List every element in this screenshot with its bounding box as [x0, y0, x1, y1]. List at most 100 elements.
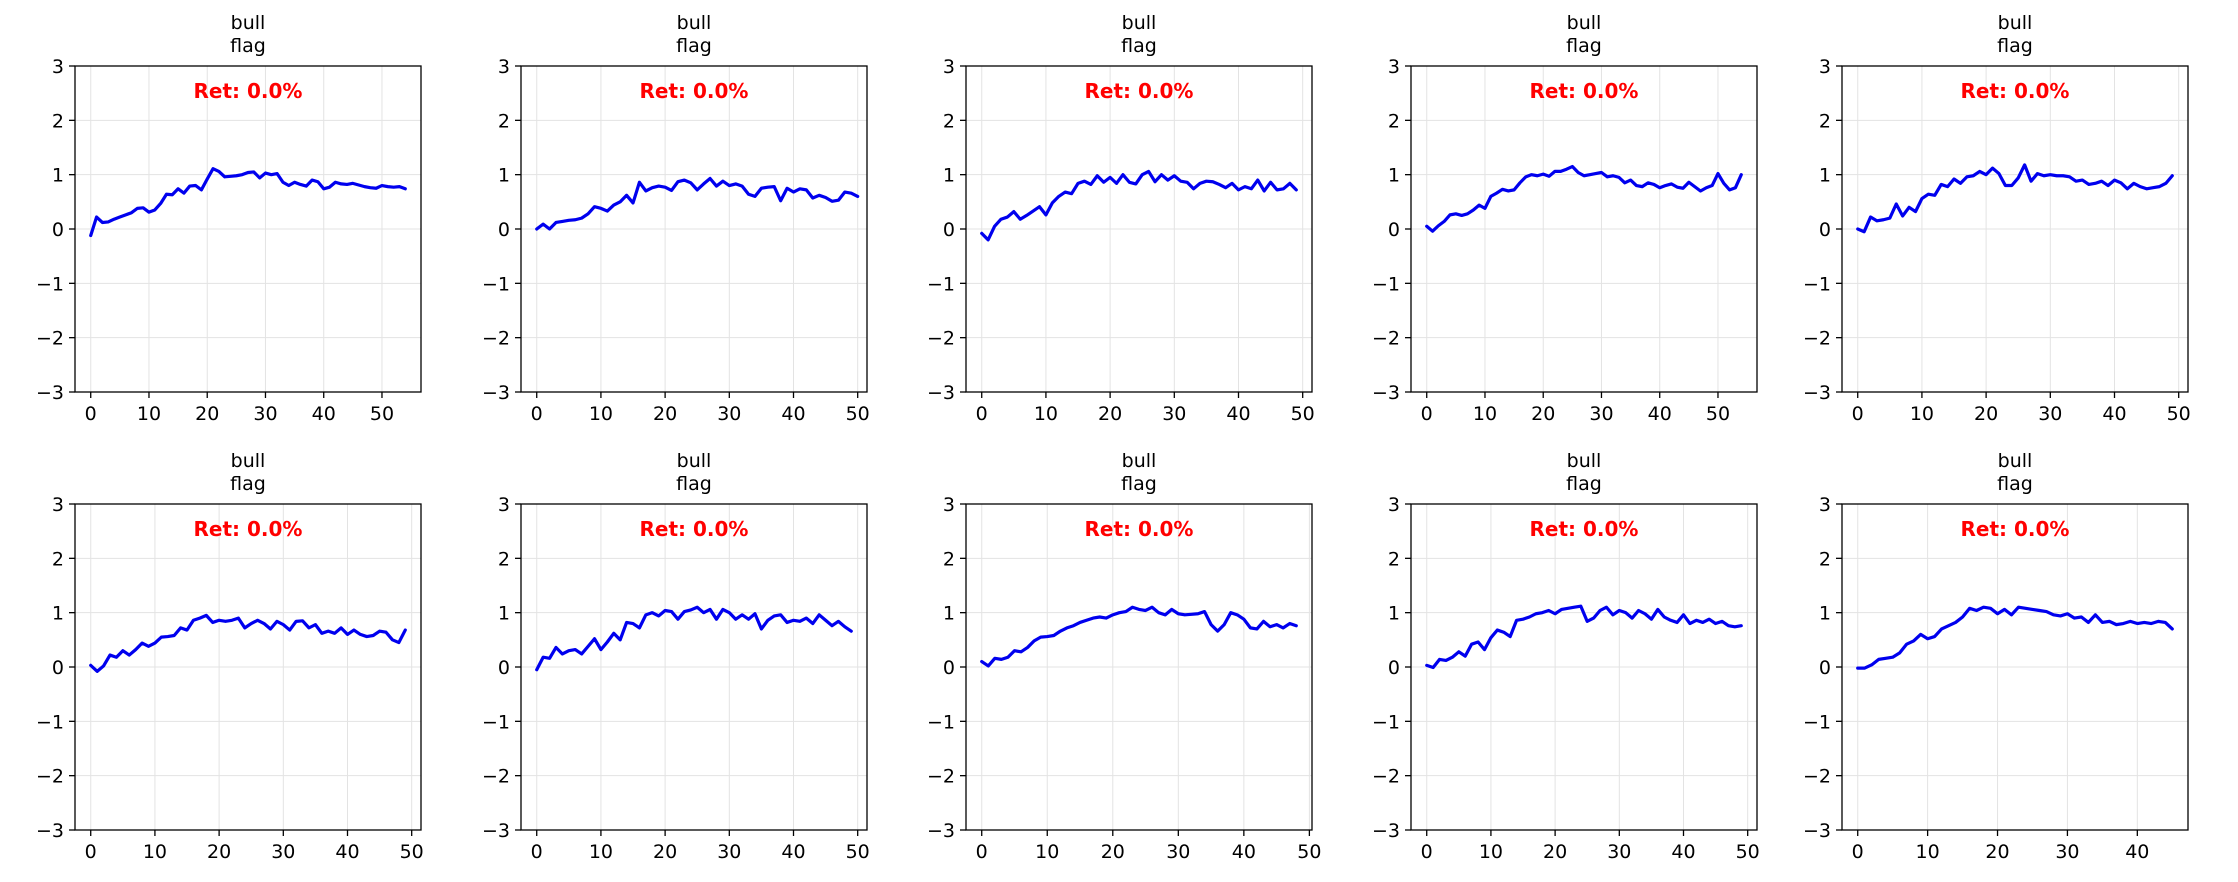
x-tick-label: 40	[781, 841, 805, 863]
x-tick-label: 0	[1421, 841, 1433, 863]
series-line	[1856, 605, 2174, 670]
series-line	[535, 176, 860, 231]
y-tick-label: −2	[1803, 328, 1831, 350]
y-tick-label: −3	[1372, 820, 1400, 842]
y-tick-label: −1	[482, 711, 510, 733]
x-tick-label: 0	[976, 841, 988, 863]
x-tick-label: 50	[846, 403, 870, 425]
y-tick-label: 0	[498, 219, 510, 241]
x-tick-label: 0	[85, 403, 97, 425]
y-tick-label: 3	[1388, 494, 1400, 516]
x-tick-label: 20	[1543, 841, 1567, 863]
x-tick-label: 10	[1034, 403, 1058, 425]
x-tick-label: 50	[1736, 841, 1760, 863]
y-tick-label: −1	[482, 273, 510, 295]
x-tick-label: 20	[1101, 841, 1125, 863]
y-tick-label: −3	[482, 820, 510, 842]
subplot-title-line: flag	[1121, 35, 1157, 57]
y-tick-label: 3	[498, 494, 510, 516]
series-line	[980, 605, 1298, 668]
y-tick-label: −1	[1372, 711, 1400, 733]
subplot-title-line: flag	[1997, 35, 2033, 57]
x-tick-label: 30	[717, 841, 741, 863]
subplot-title-line: flag	[1997, 473, 2033, 495]
x-tick-label: 10	[589, 403, 613, 425]
x-tick-label: 40	[1671, 841, 1695, 863]
x-tick-label: 20	[653, 841, 677, 863]
return-annotation: Ret: 0.0%	[1530, 517, 1639, 541]
x-tick-label: 30	[1162, 403, 1186, 425]
return-annotation: Ret: 0.0%	[640, 517, 749, 541]
y-tick-label: 2	[498, 110, 510, 132]
series-line	[535, 605, 853, 672]
x-tick-label: 40	[1648, 403, 1672, 425]
y-tick-label: 2	[943, 548, 955, 570]
x-tick-label: 10	[1035, 841, 1059, 863]
y-tick-label: −1	[927, 711, 955, 733]
x-tick-label: 50	[2167, 403, 2191, 425]
y-tick-label: 1	[498, 603, 510, 625]
x-tick-label: 40	[781, 403, 805, 425]
y-tick-label: 3	[943, 494, 955, 516]
y-tick-label: 3	[52, 56, 64, 78]
x-tick-label: 10	[1910, 403, 1934, 425]
subplot-title-line: flag	[676, 35, 712, 57]
x-tick-label: 50	[846, 841, 870, 863]
y-tick-label: −3	[927, 820, 955, 842]
y-tick-label: −1	[1803, 273, 1831, 295]
x-tick-label: 30	[717, 403, 741, 425]
x-tick-label: 0	[1852, 841, 1864, 863]
subplot-title-line: bull	[1998, 12, 2033, 34]
y-tick-label: −1	[1372, 273, 1400, 295]
y-tick-label: 0	[943, 219, 955, 241]
subplot-title-line: bull	[1122, 12, 1157, 34]
x-tick-label: 20	[1531, 403, 1555, 425]
x-tick-label: 0	[85, 841, 97, 863]
x-tick-label: 20	[1974, 403, 1998, 425]
y-tick-label: 1	[943, 603, 955, 625]
x-tick-label: 0	[976, 403, 988, 425]
subplot-title-line: flag	[230, 35, 266, 57]
y-tick-label: 0	[1819, 657, 1831, 679]
y-tick-label: 3	[1819, 494, 1831, 516]
subplot-title-line: bull	[231, 450, 266, 472]
y-tick-label: 0	[1388, 219, 1400, 241]
subplot-title-line: bull	[231, 12, 266, 34]
x-tick-label: 30	[1607, 841, 1631, 863]
y-tick-label: −3	[927, 382, 955, 404]
x-tick-label: 20	[1985, 841, 2009, 863]
x-tick-label: 10	[1473, 403, 1497, 425]
x-tick-label: 30	[271, 841, 295, 863]
x-tick-label: 40	[335, 841, 359, 863]
y-tick-label: 3	[943, 56, 955, 78]
y-tick-label: −2	[1372, 766, 1400, 788]
subplot-title-line: bull	[1122, 450, 1157, 472]
y-tick-label: −2	[482, 328, 510, 350]
y-tick-label: 0	[1819, 219, 1831, 241]
y-tick-label: 1	[52, 603, 64, 625]
x-tick-label: 0	[531, 841, 543, 863]
x-tick-label: 20	[207, 841, 231, 863]
x-tick-label: 50	[1291, 403, 1315, 425]
return-annotation: Ret: 0.0%	[1961, 517, 2070, 541]
y-tick-label: −3	[36, 382, 64, 404]
y-tick-label: 3	[52, 494, 64, 516]
subplot-title-line: flag	[1566, 473, 1602, 495]
x-tick-label: 10	[143, 841, 167, 863]
series-line	[89, 613, 407, 673]
x-tick-label: 40	[1232, 841, 1256, 863]
y-tick-label: −3	[1803, 382, 1831, 404]
y-tick-label: 0	[1388, 657, 1400, 679]
return-annotation: Ret: 0.0%	[194, 79, 303, 103]
y-tick-label: 3	[498, 56, 510, 78]
subplot-title-line: flag	[1566, 35, 1602, 57]
x-tick-label: 50	[1297, 841, 1321, 863]
